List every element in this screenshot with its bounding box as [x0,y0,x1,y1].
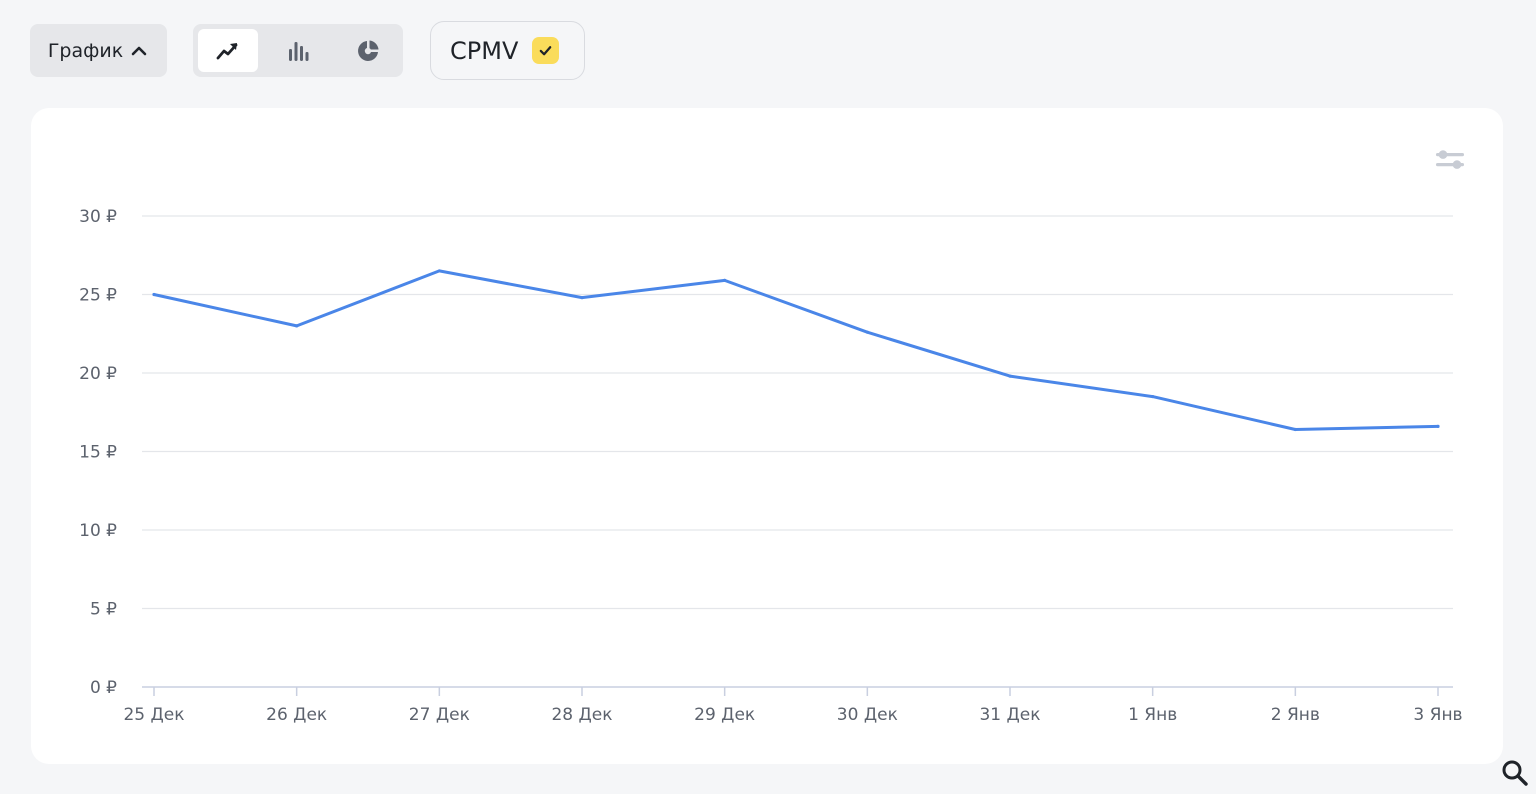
chart-settings-icon[interactable] [1435,148,1465,174]
bar-chart-icon [289,41,309,61]
metric-chip-label: CPMV [450,36,519,65]
chart-type-bar-button[interactable] [268,29,328,72]
chart-type-line-button[interactable] [198,29,258,72]
metric-chip-cpmv[interactable]: CPMV [430,21,585,80]
metric-checkbox[interactable] [532,37,560,64]
search-icon[interactable] [1500,758,1530,788]
line-chart-icon [216,42,238,59]
pie-chart-icon [358,40,379,61]
chevron-up-icon [131,46,147,55]
chart-type-switcher [193,24,403,77]
view-toggle-label: График [47,39,124,62]
checkmark-icon [540,46,552,56]
chart-card [31,108,1503,764]
chart-type-pie-button[interactable] [338,29,398,72]
view-toggle-button[interactable]: График [30,24,167,77]
